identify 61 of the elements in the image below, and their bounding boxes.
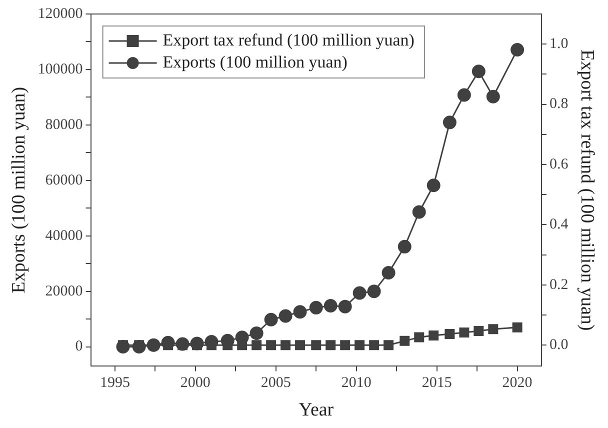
point	[384, 340, 394, 350]
y2-tick-label: 0.2	[549, 276, 568, 293]
x-axis-title: Year	[298, 400, 334, 421]
point	[326, 340, 336, 350]
x-tick-label: 2020	[502, 375, 532, 392]
legend-label: Exports (100 million yuan)	[162, 52, 348, 72]
point	[472, 64, 486, 78]
point	[264, 312, 278, 326]
point	[428, 330, 439, 340]
x-tick-label: 1995	[100, 375, 130, 392]
point	[338, 300, 352, 314]
point	[237, 340, 248, 350]
y-tick-label: 0	[75, 338, 83, 355]
point	[512, 322, 522, 332]
point	[324, 298, 338, 312]
point	[442, 116, 456, 130]
point	[414, 332, 424, 342]
point	[266, 340, 276, 350]
point	[398, 240, 412, 254]
point	[367, 284, 381, 298]
point	[474, 326, 484, 336]
x-tick-label: 2000	[180, 375, 210, 392]
legend-label: Export tax refund (100 million yuan)	[162, 30, 414, 50]
point	[400, 336, 410, 346]
x-tick-label: 2010	[341, 375, 372, 392]
point	[280, 340, 291, 350]
point	[488, 324, 498, 334]
y-tick-label: 20000	[45, 283, 83, 300]
point	[486, 90, 500, 104]
point	[412, 205, 426, 219]
point	[295, 340, 306, 350]
point	[382, 266, 396, 280]
y2-tick-label: 0.0	[549, 337, 568, 354]
point	[444, 329, 455, 339]
y-tick-label: 100000	[38, 61, 83, 78]
y-tick-label: 40000	[45, 228, 83, 244]
point	[309, 300, 323, 314]
point	[352, 286, 366, 300]
y2-axis-title: Export tax refund (100 million yuan)	[576, 49, 598, 331]
y-tick-label: 120000	[38, 6, 83, 22]
point	[369, 340, 380, 350]
point	[250, 326, 264, 340]
y-tick-label: 60000	[45, 172, 83, 188]
y2-tick-label: 0.8	[549, 96, 568, 112]
y-tick-label: 80000	[45, 116, 83, 133]
y-axis-title: Exports (100 million yuan)	[8, 86, 30, 294]
point	[311, 340, 322, 350]
x-tick-label: 2015	[422, 375, 452, 392]
point	[293, 305, 307, 319]
y2-tick-label: 1.0	[549, 36, 568, 52]
point	[426, 178, 440, 192]
point	[354, 340, 365, 350]
point	[252, 340, 262, 350]
y2-tick-label: 0.6	[549, 156, 569, 172]
point	[340, 340, 350, 350]
x-tick-label: 2005	[260, 375, 291, 392]
point	[278, 309, 292, 323]
y2-tick-label: 0.4	[549, 216, 569, 233]
point	[457, 88, 471, 102]
point	[510, 43, 524, 57]
point	[459, 327, 470, 338]
